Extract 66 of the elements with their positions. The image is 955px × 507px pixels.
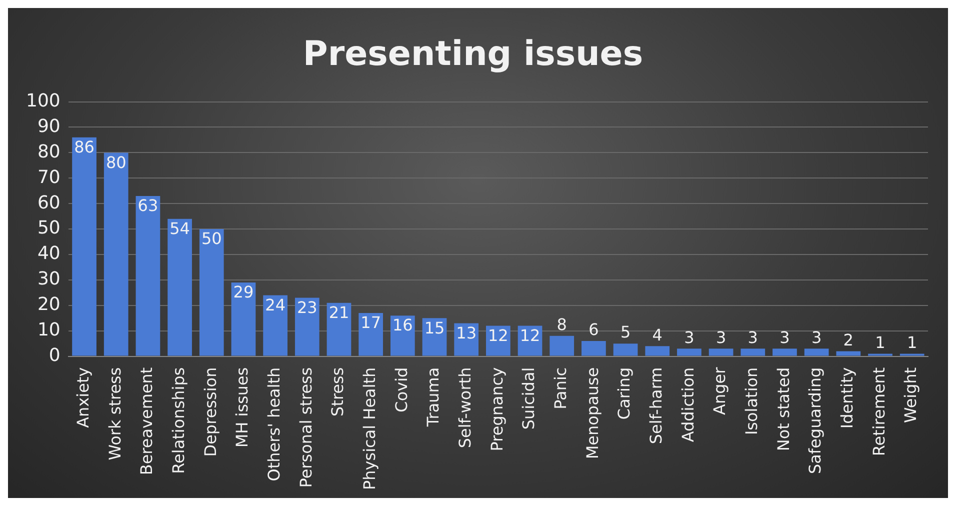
- chart-title: Presenting issues: [302, 34, 644, 74]
- x-tick-label: Anxiety: [73, 367, 92, 428]
- data-label: 3: [780, 328, 790, 347]
- x-tick-label: Suicidal: [519, 367, 538, 430]
- data-label: 54: [170, 219, 190, 238]
- x-tick-label: Menopause: [582, 367, 602, 460]
- data-label: 3: [716, 328, 726, 347]
- x-tick-label: Caring: [614, 367, 634, 420]
- x-tick-label: Self-harm: [646, 367, 666, 444]
- y-tick-label: 10: [37, 320, 60, 341]
- y-tick-label: 40: [37, 243, 60, 264]
- data-label: 50: [201, 229, 222, 248]
- data-label: 4: [652, 325, 662, 344]
- data-label: 12: [520, 326, 540, 345]
- data-label: 21: [328, 303, 350, 322]
- data-label: 13: [456, 323, 477, 342]
- x-tick-label: Bereavement: [137, 367, 156, 476]
- x-tick-label: Personal stress: [296, 367, 316, 488]
- y-tick-label: 100: [26, 90, 60, 112]
- data-label: 1: [906, 332, 918, 352]
- data-label: 15: [424, 318, 445, 338]
- x-tick-label: Relationships: [168, 367, 188, 474]
- y-tick-label: 60: [37, 192, 60, 214]
- x-tick-label: Trauma: [424, 367, 443, 428]
- x-tick-label: Others' health: [264, 367, 284, 482]
- x-tick-label: Covid: [392, 367, 411, 412]
- data-label: 3: [748, 328, 758, 347]
- data-label: 80: [106, 152, 126, 172]
- x-tick-label: Anger: [710, 366, 730, 415]
- data-label: 16: [392, 316, 413, 335]
- x-tick-label: Isolation: [742, 367, 762, 436]
- y-tick-label: 50: [37, 218, 60, 239]
- data-label: 1: [875, 332, 886, 352]
- data-label: 23: [296, 298, 318, 317]
- x-tick-label: Self-worth: [455, 367, 474, 448]
- x-tick-label: Panic: [551, 367, 570, 410]
- x-tick-label: MH issues: [232, 367, 252, 448]
- data-label: 3: [811, 328, 822, 347]
- x-tick-label: Work stress: [105, 367, 124, 460]
- y-tick-label: 80: [37, 141, 60, 162]
- x-tick-label: Physical Health: [360, 367, 379, 490]
- y-tick-label: 90: [37, 116, 60, 137]
- x-tick-label: Addiction: [678, 367, 698, 442]
- data-label: 24: [265, 295, 286, 314]
- data-label: 3: [684, 328, 694, 347]
- x-tick-label: Not stated: [774, 367, 793, 452]
- y-tick-label: 0: [48, 344, 60, 366]
- data-label: 17: [360, 313, 382, 332]
- x-tick-label: Weight: [901, 367, 920, 424]
- data-label: 12: [488, 326, 508, 345]
- x-tick-label: Retirement: [869, 367, 888, 456]
- data-label: 29: [233, 282, 254, 302]
- data-label: 6: [588, 320, 599, 340]
- x-tick-label: Depression: [200, 367, 220, 457]
- y-tick-label: 30: [37, 268, 60, 290]
- data-label: 5: [620, 322, 631, 342]
- data-label: 2: [843, 330, 854, 350]
- x-tick-label: Stress: [328, 367, 348, 416]
- x-tick-label: Identity: [838, 367, 857, 429]
- y-tick-label: 70: [37, 166, 60, 188]
- x-tick-label: Pregnancy: [487, 367, 506, 452]
- data-label: 63: [138, 196, 158, 216]
- data-label: 86: [74, 138, 94, 157]
- x-tick-label: Safeguarding: [806, 367, 825, 474]
- y-tick-label: 20: [37, 294, 60, 316]
- data-label: 8: [556, 315, 567, 334]
